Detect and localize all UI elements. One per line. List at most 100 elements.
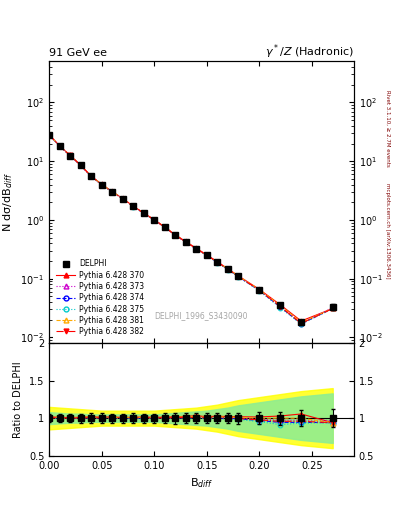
Pythia 6.428 374 bbox=[331, 306, 335, 312]
Pythia 6.428 370 bbox=[278, 302, 283, 308]
Pythia 6.428 375 bbox=[57, 143, 62, 150]
Pythia 6.428 374 bbox=[162, 224, 167, 230]
Pythia 6.428 374 bbox=[257, 287, 261, 293]
Pythia 6.428 373 bbox=[57, 143, 62, 149]
Pythia 6.428 382 bbox=[141, 210, 146, 216]
Pythia 6.428 374 bbox=[194, 246, 198, 252]
Pythia 6.428 381 bbox=[120, 196, 125, 202]
Pythia 6.428 375 bbox=[110, 189, 114, 195]
Pythia 6.428 370 bbox=[78, 162, 83, 168]
Pythia 6.428 375 bbox=[99, 181, 104, 187]
Line: Pythia 6.428 375: Pythia 6.428 375 bbox=[47, 133, 335, 327]
Pythia 6.428 381 bbox=[173, 232, 178, 238]
Pythia 6.428 374 bbox=[215, 259, 220, 265]
Pythia 6.428 373 bbox=[152, 217, 156, 223]
Pythia 6.428 373 bbox=[68, 153, 72, 159]
Pythia 6.428 373 bbox=[225, 266, 230, 272]
Pythia 6.428 373 bbox=[47, 132, 51, 138]
Line: Pythia 6.428 373: Pythia 6.428 373 bbox=[47, 132, 335, 326]
Pythia 6.428 374 bbox=[204, 252, 209, 259]
Pythia 6.428 374 bbox=[89, 173, 94, 179]
Pythia 6.428 382 bbox=[173, 232, 178, 238]
Pythia 6.428 370 bbox=[225, 266, 230, 272]
Pythia 6.428 370 bbox=[47, 132, 51, 138]
Pythia 6.428 374 bbox=[141, 210, 146, 216]
Pythia 6.428 374 bbox=[236, 273, 241, 280]
Pythia 6.428 375 bbox=[89, 174, 94, 180]
Pythia 6.428 375 bbox=[331, 306, 335, 312]
Pythia 6.428 374 bbox=[173, 232, 178, 238]
Pythia 6.428 382 bbox=[331, 306, 335, 312]
Pythia 6.428 382 bbox=[278, 304, 283, 310]
Pythia 6.428 382 bbox=[215, 259, 220, 265]
Pythia 6.428 382 bbox=[152, 217, 156, 223]
Pythia 6.428 373 bbox=[173, 232, 178, 238]
Pythia 6.428 374 bbox=[225, 266, 230, 272]
Pythia 6.428 374 bbox=[68, 153, 72, 159]
Pythia 6.428 381 bbox=[141, 210, 146, 216]
Pythia 6.428 375 bbox=[78, 162, 83, 168]
Pythia 6.428 382 bbox=[110, 189, 114, 195]
Pythia 6.428 370 bbox=[236, 273, 241, 279]
Pythia 6.428 373 bbox=[78, 162, 83, 168]
Pythia 6.428 374 bbox=[110, 189, 114, 195]
Text: $\gamma^*/Z$ (Hadronic): $\gamma^*/Z$ (Hadronic) bbox=[265, 43, 354, 61]
Pythia 6.428 370 bbox=[173, 231, 178, 238]
Pythia 6.428 373 bbox=[278, 303, 283, 309]
Text: Rivet 3.1.10, ≥ 2.7M events: Rivet 3.1.10, ≥ 2.7M events bbox=[385, 90, 390, 166]
Text: 91 GeV ee: 91 GeV ee bbox=[49, 48, 107, 58]
Pythia 6.428 375 bbox=[152, 217, 156, 223]
Pythia 6.428 373 bbox=[99, 181, 104, 187]
Pythia 6.428 382 bbox=[183, 239, 188, 245]
Pythia 6.428 370 bbox=[162, 224, 167, 230]
Pythia 6.428 370 bbox=[68, 152, 72, 158]
Pythia 6.428 382 bbox=[204, 252, 209, 258]
Pythia 6.428 381 bbox=[47, 132, 51, 138]
Pythia 6.428 370 bbox=[120, 196, 125, 202]
Line: Pythia 6.428 370: Pythia 6.428 370 bbox=[47, 132, 335, 324]
Pythia 6.428 370 bbox=[152, 217, 156, 223]
Pythia 6.428 381 bbox=[299, 319, 303, 326]
Pythia 6.428 373 bbox=[299, 320, 303, 326]
Pythia 6.428 370 bbox=[257, 286, 261, 292]
Pythia 6.428 373 bbox=[120, 196, 125, 202]
Pythia 6.428 375 bbox=[299, 321, 303, 327]
Text: mcplots.cern.ch [arXiv:1306.3436]: mcplots.cern.ch [arXiv:1306.3436] bbox=[385, 183, 390, 278]
Pythia 6.428 374 bbox=[47, 132, 51, 138]
Text: DELPHI_1996_S3430090: DELPHI_1996_S3430090 bbox=[155, 311, 248, 321]
Pythia 6.428 374 bbox=[183, 239, 188, 245]
Pythia 6.428 381 bbox=[162, 224, 167, 230]
Pythia 6.428 375 bbox=[183, 239, 188, 245]
Pythia 6.428 381 bbox=[236, 273, 241, 279]
Pythia 6.428 381 bbox=[99, 181, 104, 187]
Pythia 6.428 370 bbox=[215, 259, 220, 265]
Pythia 6.428 375 bbox=[204, 252, 209, 259]
Line: Pythia 6.428 374: Pythia 6.428 374 bbox=[47, 132, 335, 326]
Line: Pythia 6.428 381: Pythia 6.428 381 bbox=[47, 132, 335, 325]
Pythia 6.428 374 bbox=[57, 143, 62, 150]
Pythia 6.428 374 bbox=[299, 321, 303, 327]
Pythia 6.428 382 bbox=[68, 153, 72, 159]
Pythia 6.428 373 bbox=[183, 239, 188, 245]
Pythia 6.428 381 bbox=[215, 259, 220, 265]
Legend: DELPHI, Pythia 6.428 370, Pythia 6.428 373, Pythia 6.428 374, Pythia 6.428 375, : DELPHI, Pythia 6.428 370, Pythia 6.428 3… bbox=[53, 257, 147, 339]
X-axis label: B$_{diff}$: B$_{diff}$ bbox=[190, 476, 213, 490]
Pythia 6.428 374 bbox=[131, 203, 136, 209]
Pythia 6.428 375 bbox=[120, 196, 125, 202]
Pythia 6.428 375 bbox=[194, 246, 198, 252]
Pythia 6.428 375 bbox=[215, 260, 220, 266]
Pythia 6.428 370 bbox=[110, 188, 114, 195]
Pythia 6.428 370 bbox=[57, 143, 62, 149]
Pythia 6.428 373 bbox=[204, 252, 209, 258]
Pythia 6.428 381 bbox=[225, 266, 230, 272]
Pythia 6.428 381 bbox=[194, 245, 198, 251]
Pythia 6.428 381 bbox=[110, 188, 114, 195]
Pythia 6.428 375 bbox=[236, 273, 241, 280]
Pythia 6.428 381 bbox=[152, 217, 156, 223]
Pythia 6.428 381 bbox=[131, 203, 136, 209]
Pythia 6.428 375 bbox=[257, 288, 261, 294]
Pythia 6.428 382 bbox=[89, 173, 94, 179]
Pythia 6.428 373 bbox=[131, 203, 136, 209]
Pythia 6.428 374 bbox=[278, 304, 283, 310]
Pythia 6.428 373 bbox=[236, 273, 241, 279]
